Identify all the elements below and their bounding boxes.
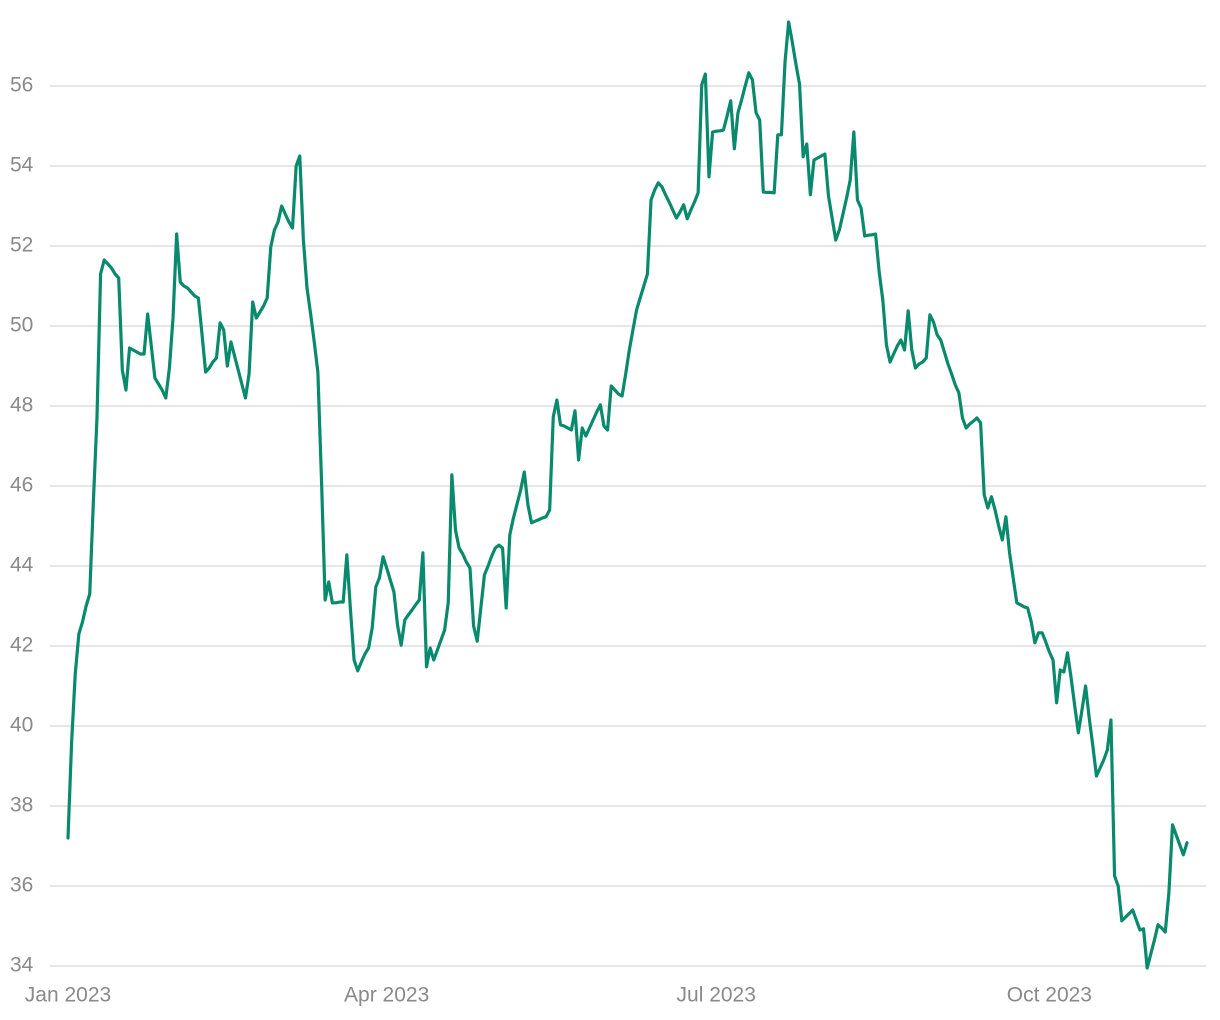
data-line [66,20,1189,970]
x-tick-label: Jan 2023 [25,984,111,1007]
x-tick-label: Apr 2023 [344,984,429,1007]
x-tick-label: Jul 2023 [677,984,756,1007]
y-tick-label: 52 [10,234,33,257]
y-tick-label: 56 [10,74,33,97]
y-tick-label: 48 [10,394,33,417]
y-tick-label: 40 [10,714,33,737]
y-tick-label: 34 [10,954,34,977]
x-tick-label: Oct 2023 [1007,984,1092,1007]
y-tick-label: 46 [10,474,33,497]
y-tick-label: 44 [10,554,34,577]
y-tick-label: 50 [10,314,33,337]
y-tick-label: 54 [10,154,34,177]
y-tick-label: 36 [10,874,33,897]
y-tick-label: 38 [10,794,33,817]
y-tick-label: 42 [10,634,33,657]
